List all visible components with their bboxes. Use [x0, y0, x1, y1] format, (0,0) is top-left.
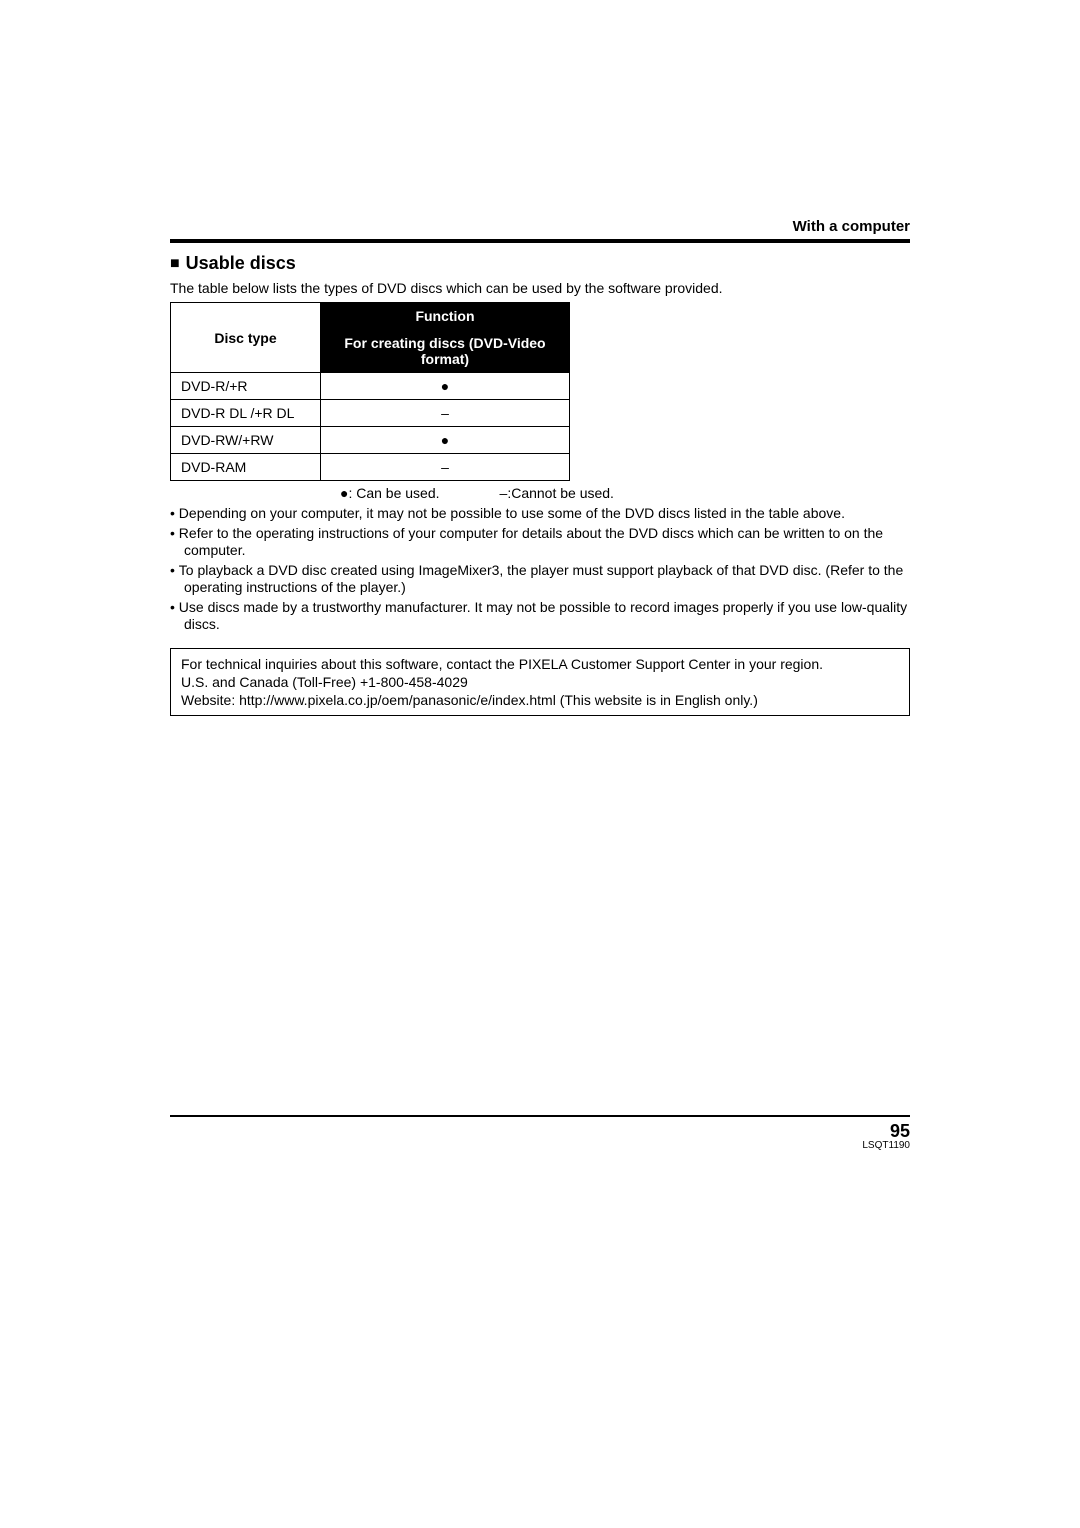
list-item: Use discs made by a trustworthy manufact…: [170, 599, 910, 634]
list-item: Refer to the operating instructions of y…: [170, 525, 910, 560]
col-header-function: Function: [321, 303, 570, 330]
table-row: DVD-RAM –: [171, 454, 570, 481]
disc-label: DVD-RAM: [171, 454, 321, 481]
support-info-box: For technical inquiries about this softw…: [170, 648, 910, 717]
disc-mark: –: [321, 454, 570, 481]
support-line-3: Website: http://www.pixela.co.jp/oem/pan…: [181, 691, 899, 709]
usable-discs-table: Disc type Function For creating discs (D…: [170, 302, 570, 481]
square-bullet-icon: ■: [170, 255, 180, 272]
disc-label: DVD-R DL /+R DL: [171, 400, 321, 427]
notes-list: Depending on your computer, it may not b…: [170, 505, 910, 634]
footer-rule: [170, 1115, 910, 1117]
disc-mark: –: [321, 400, 570, 427]
table-row: DVD-R/+R ●: [171, 373, 570, 400]
section-title: ■ Usable discs: [170, 253, 910, 274]
list-item: To playback a DVD disc created using Ima…: [170, 562, 910, 597]
disc-mark: ●: [321, 373, 570, 400]
disc-label: DVD-RW/+RW: [171, 427, 321, 454]
support-line-2: U.S. and Canada (Toll-Free) +1-800-458-4…: [181, 673, 899, 691]
header-rule: [170, 239, 910, 243]
table-legend: ●: Can be used. –:Cannot be used.: [340, 485, 910, 501]
legend-cannot-be-used: –:Cannot be used.: [500, 485, 614, 501]
document-id: LSQT1190: [170, 1140, 910, 1151]
table-row: DVD-R DL /+R DL –: [171, 400, 570, 427]
page-number: 95: [170, 1121, 910, 1142]
disc-mark: ●: [321, 427, 570, 454]
col-header-disc-type: Disc type: [171, 303, 321, 373]
support-line-1: For technical inquiries about this softw…: [181, 655, 899, 673]
section-intro: The table below lists the types of DVD d…: [170, 280, 910, 296]
section-header: With a computer: [170, 218, 910, 239]
list-item: Depending on your computer, it may not b…: [170, 505, 910, 523]
table-row: DVD-RW/+RW ●: [171, 427, 570, 454]
legend-can-be-used: ●: Can be used.: [340, 485, 440, 501]
disc-label: DVD-R/+R: [171, 373, 321, 400]
col-header-sub: For creating discs (DVD-Video format): [321, 330, 570, 373]
section-title-text: Usable discs: [186, 253, 296, 273]
